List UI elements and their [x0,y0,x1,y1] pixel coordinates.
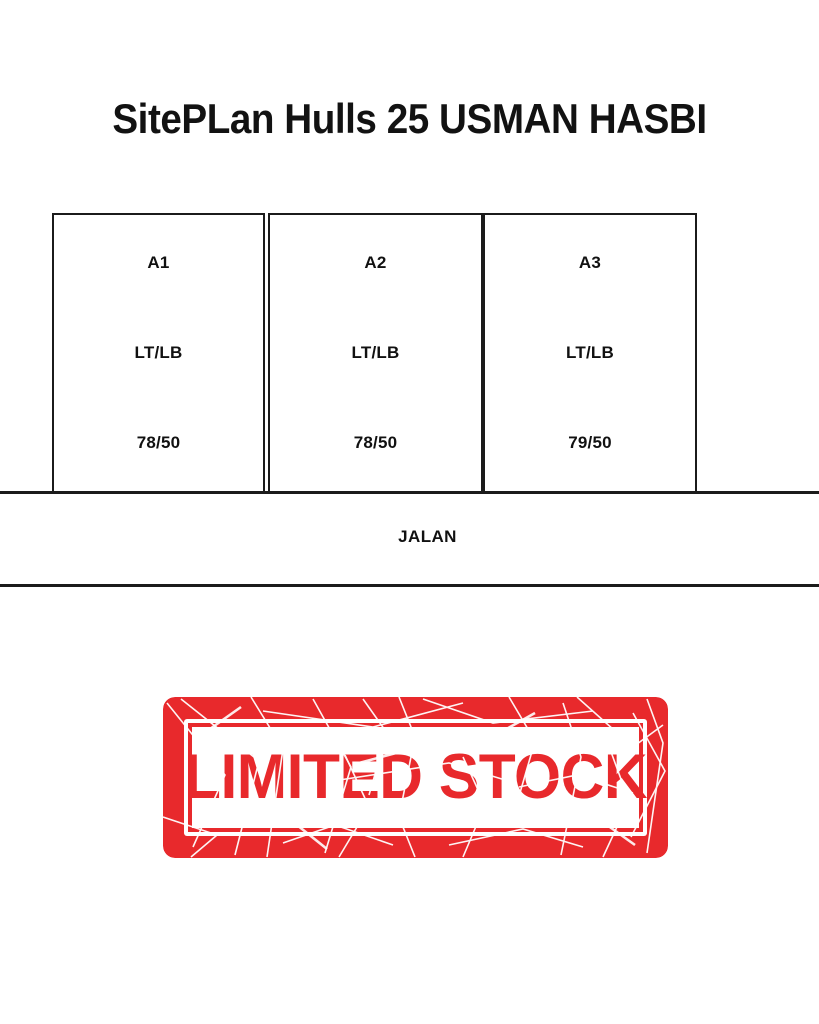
plot-cell-a3[interactable]: A3 LT/LB 79/50 [483,213,697,494]
plot-size: 78/50 [353,433,398,452]
stamp-frame-icon [163,697,668,858]
road-band: JALAN [0,491,819,587]
plot-ratio-label: LT/LB [134,343,183,362]
road-bottom-line [0,584,819,587]
plot-ratio-label: LT/LB [351,343,400,362]
plot-cell-a2[interactable]: A2 LT/LB 78/50 [268,213,483,494]
plot-cell-content: A2 LT/LB 78/50 [270,215,481,492]
limited-stock-stamp: LIMITED STOCK [163,697,668,858]
plot-size: 79/50 [568,433,612,452]
plot-code: A2 [364,253,387,272]
plot-code: A3 [578,253,602,272]
plot-cell-a1[interactable]: A1 LT/LB 78/50 [52,213,265,494]
plot-cell-content: A1 LT/LB 78/50 [54,215,263,492]
road-label: JALAN [398,527,457,546]
plot-ratio-label: LT/LB [566,343,614,362]
plot-code: A1 [147,253,170,272]
page-title: SitePLan Hulls 25 USMAN HASBI [112,95,707,142]
road-top-line [0,491,819,494]
plot-size: 78/50 [136,433,181,452]
plot-block: A1 LT/LB 78/50 A2 LT/LB 78/50 A3 LT/LB 7… [52,213,697,494]
plot-cell-content: A3 LT/LB 79/50 [485,215,695,492]
